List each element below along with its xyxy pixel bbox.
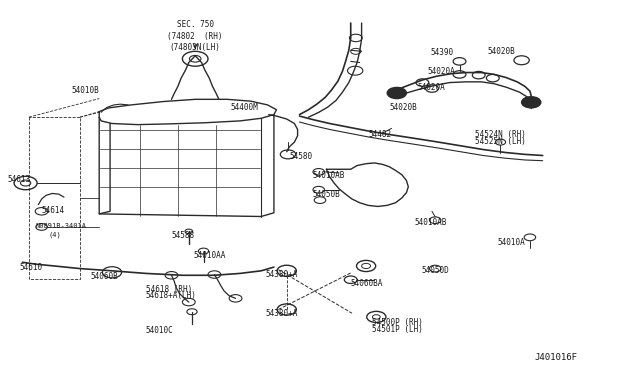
Circle shape xyxy=(522,97,541,108)
Text: 54400M: 54400M xyxy=(230,103,258,112)
Text: (74802  (RH): (74802 (RH) xyxy=(168,32,223,41)
Text: 54010B: 54010B xyxy=(72,86,99,94)
Text: 54020B: 54020B xyxy=(488,47,515,56)
Circle shape xyxy=(387,87,406,99)
Text: 54060B: 54060B xyxy=(91,272,118,280)
Text: 54020B: 54020B xyxy=(389,103,417,112)
Text: (74803N(LH): (74803N(LH) xyxy=(170,43,221,52)
Text: 54525N (LH): 54525N (LH) xyxy=(475,137,525,146)
Text: 54010AB: 54010AB xyxy=(312,171,345,180)
Text: 54050B: 54050B xyxy=(312,190,340,199)
Text: 54614: 54614 xyxy=(42,206,65,215)
Text: 54020A: 54020A xyxy=(417,83,445,92)
Text: 54580: 54580 xyxy=(289,153,312,161)
Text: 54060BA: 54060BA xyxy=(351,279,383,288)
Text: 54390: 54390 xyxy=(430,48,453,57)
Text: 54501P (LH): 54501P (LH) xyxy=(372,325,423,334)
Text: 54010AB: 54010AB xyxy=(415,218,447,227)
Text: 54010C: 54010C xyxy=(146,326,173,335)
Text: 54380+A: 54380+A xyxy=(266,270,298,279)
Text: 54588: 54588 xyxy=(172,231,195,240)
Text: 54524N (RH): 54524N (RH) xyxy=(475,130,525,139)
Text: 54500P (RH): 54500P (RH) xyxy=(372,318,423,327)
Text: 54010A: 54010A xyxy=(498,238,525,247)
Text: SEC. 750: SEC. 750 xyxy=(177,20,214,29)
Text: 54010AA: 54010AA xyxy=(193,251,226,260)
Text: 54613: 54613 xyxy=(8,175,31,184)
Text: 54618+A(LH): 54618+A(LH) xyxy=(146,291,196,300)
Text: J401016F: J401016F xyxy=(534,353,577,362)
Text: (4): (4) xyxy=(48,231,61,238)
Text: N0891B-3401A: N0891B-3401A xyxy=(35,223,86,229)
Text: 54020A: 54020A xyxy=(428,67,455,76)
Text: 54618 (RH): 54618 (RH) xyxy=(146,285,192,294)
Text: 54482: 54482 xyxy=(368,130,391,139)
Text: 54380+A: 54380+A xyxy=(266,309,298,318)
Text: 54610: 54610 xyxy=(19,263,42,272)
Text: 54050D: 54050D xyxy=(421,266,449,275)
